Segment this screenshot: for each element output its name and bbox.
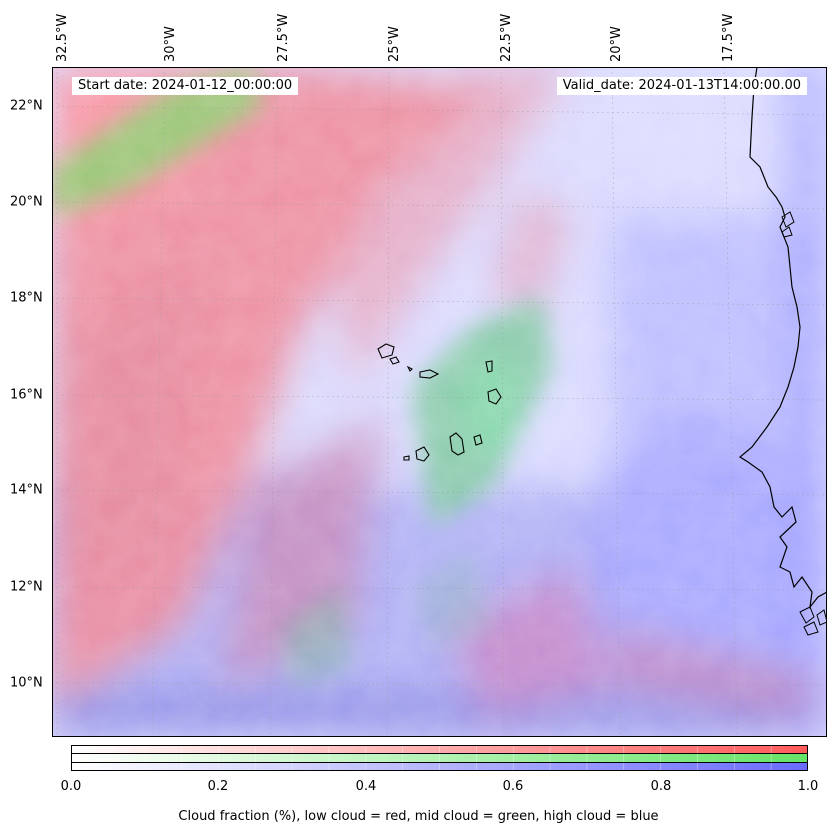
colorbar-tick: 0.2	[207, 779, 229, 794]
lat-label: 10°N	[10, 675, 43, 691]
colorbar-label: Cloud fraction (%), low cloud = red, mid…	[178, 809, 659, 824]
cloud-texture	[52, 67, 827, 737]
colorbar-tick: 0.6	[502, 779, 524, 794]
lon-label: 27.5°W	[276, 13, 291, 62]
start-date-label: Start date: 2024-01-12_00:00:00	[72, 77, 299, 95]
cape-verde-islands	[377, 343, 502, 462]
lon-label: 17.5°W	[721, 13, 736, 62]
lon-label: 32.5°W	[55, 13, 70, 62]
colorbar-tick: 0.0	[60, 779, 82, 794]
lat-label: 12°N	[10, 579, 43, 595]
lon-label: 22.5°W	[499, 13, 514, 62]
valid-date-label: Valid_date: 2024-01-13T14:00:00.00	[556, 77, 807, 95]
colorbar-tick: 1.0	[797, 779, 819, 794]
lon-label: 30°W	[163, 26, 178, 62]
colorbar-tick: 0.4	[355, 779, 377, 794]
lon-label: 20°W	[609, 26, 624, 62]
lat-label: 22°N	[10, 98, 43, 114]
bissagos-islands	[799, 606, 827, 636]
lat-label: 14°N	[10, 482, 43, 498]
colorbar	[71, 745, 808, 771]
africa-coastline	[738, 67, 827, 610]
lat-label: 20°N	[10, 194, 43, 210]
lat-label: 16°N	[10, 387, 43, 403]
map-frame	[52, 67, 827, 737]
map-svg	[52, 67, 827, 737]
graticule	[52, 67, 827, 737]
lat-label: 18°N	[10, 290, 43, 306]
lon-label: 25°W	[387, 26, 402, 62]
colorbar-tick: 0.8	[650, 779, 672, 794]
coastal-island	[781, 211, 795, 238]
cloud-fraction-map: Start date: 2024-01-12_00:00:00 Valid_da…	[52, 67, 827, 737]
